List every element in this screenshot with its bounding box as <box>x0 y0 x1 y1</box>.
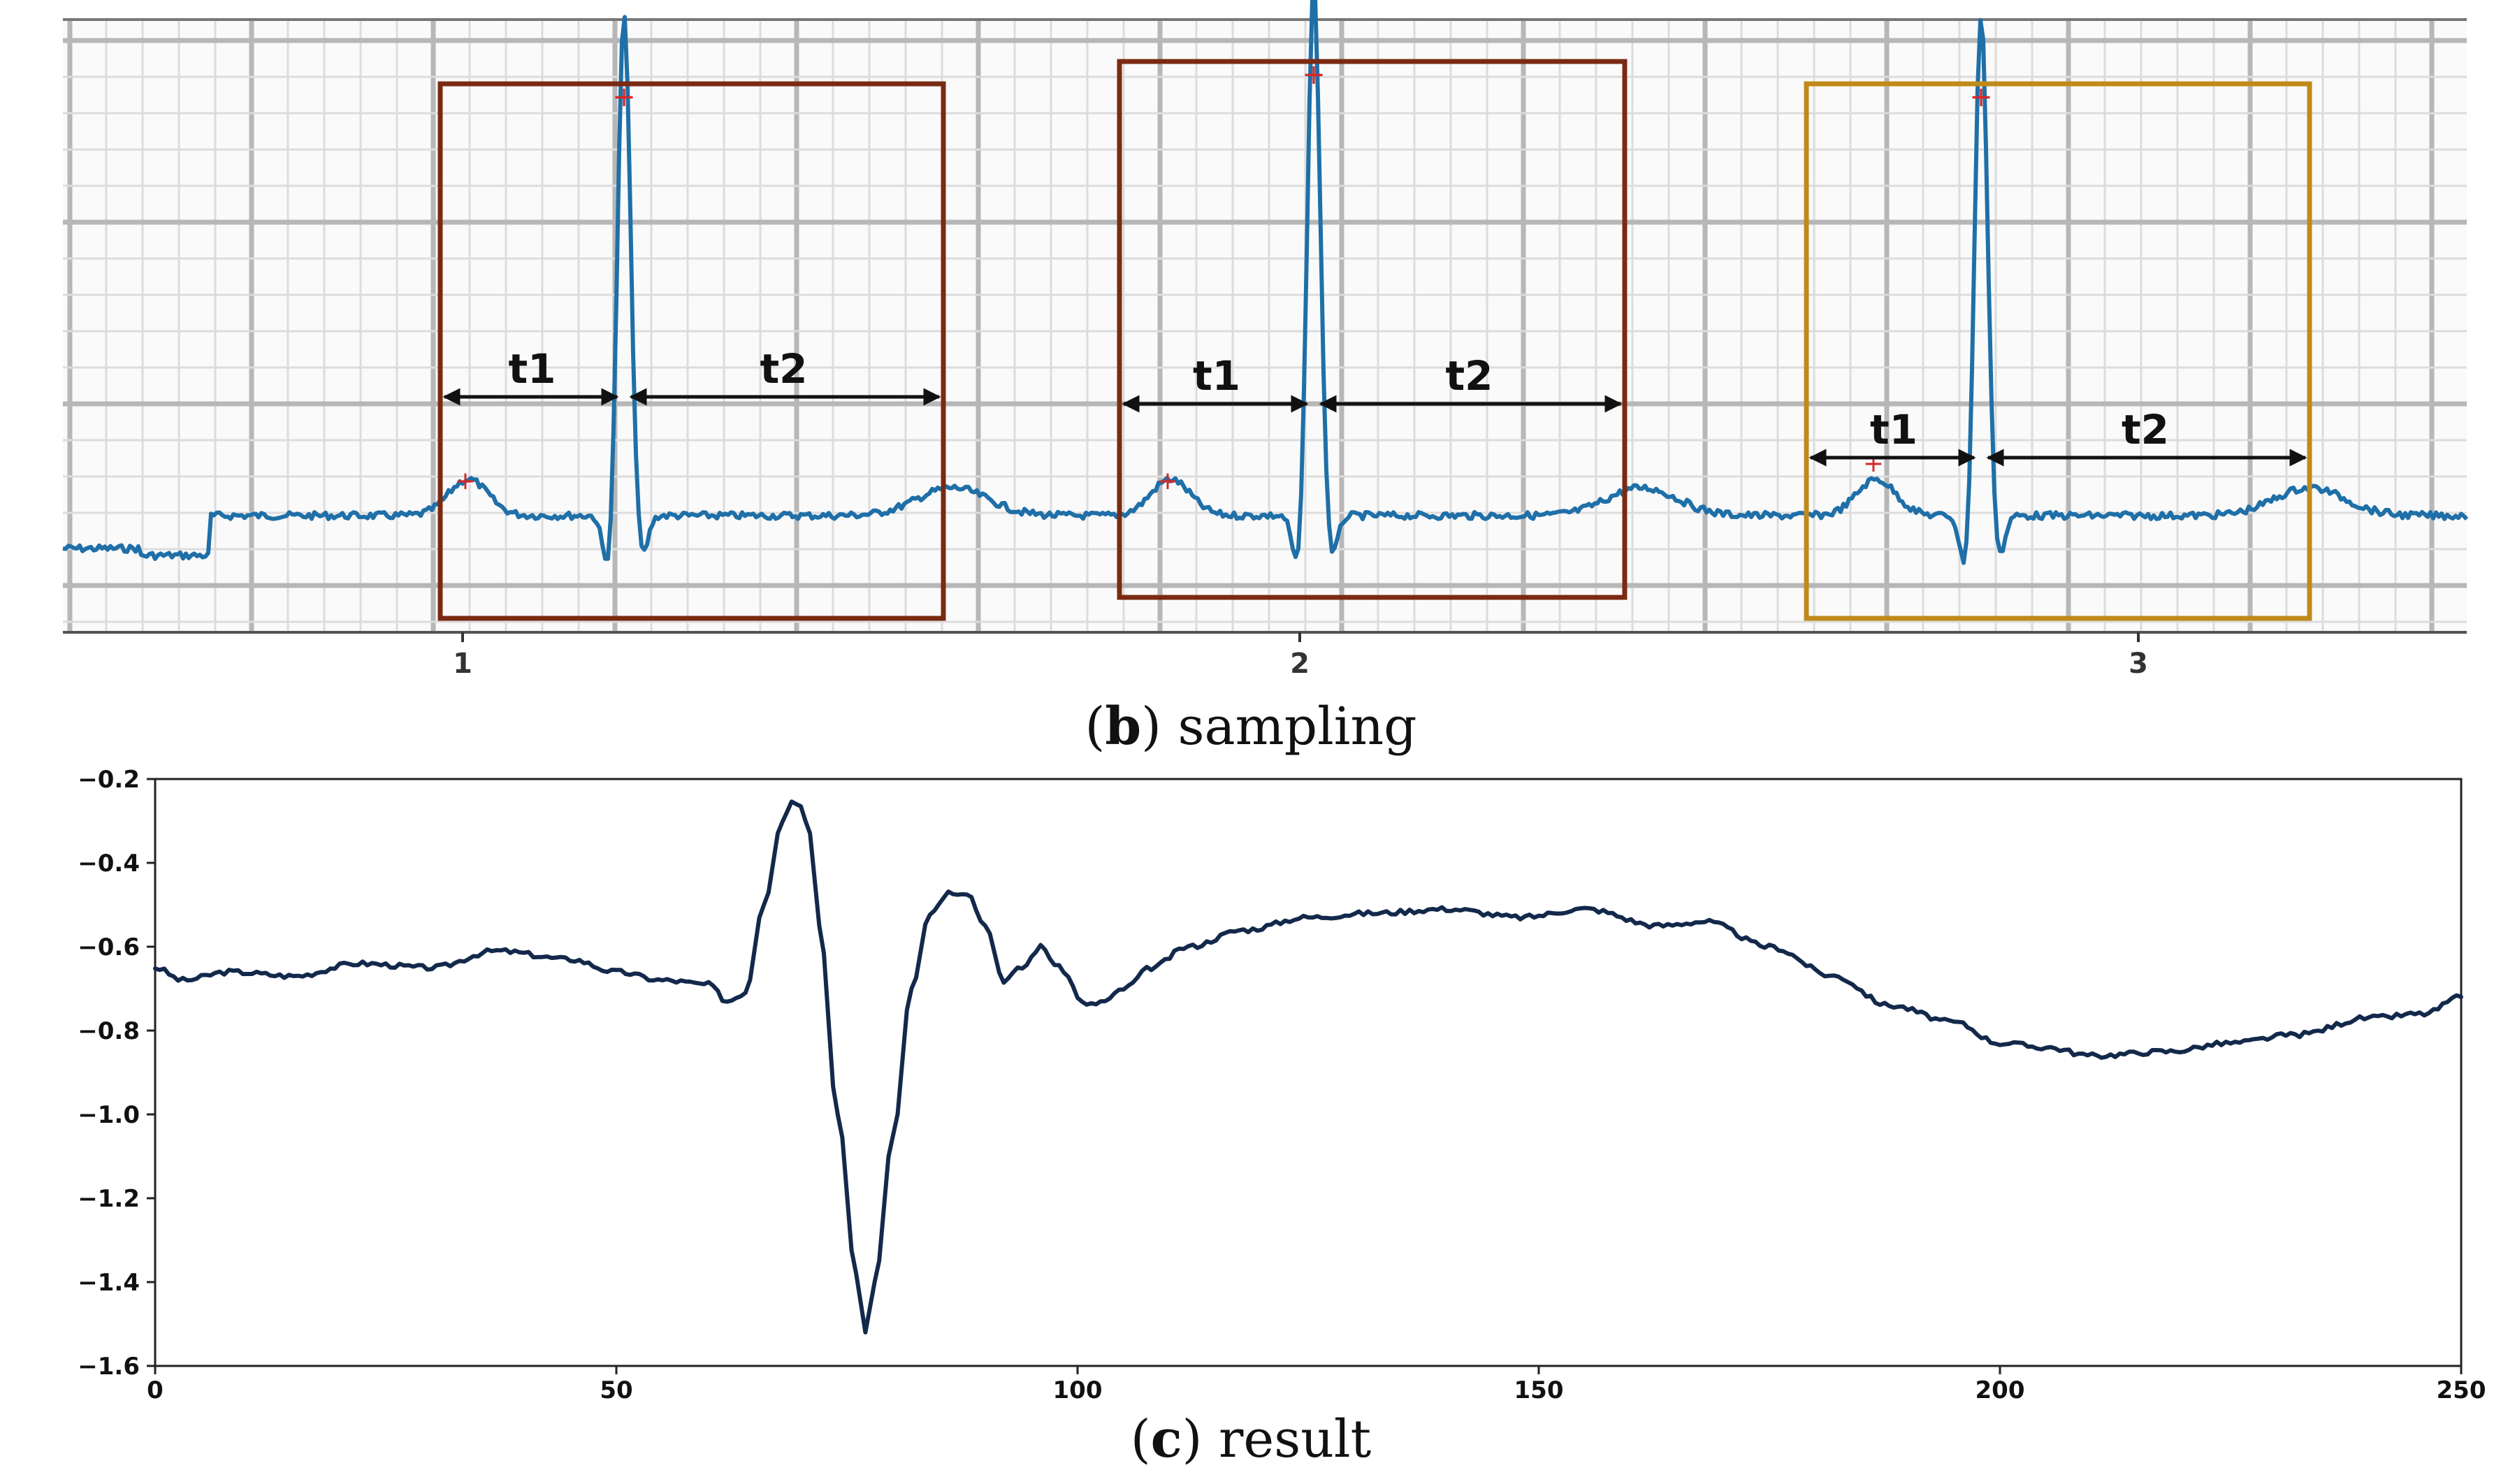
result-y-tick-label: −1.0 <box>78 1101 140 1129</box>
t2-label: t2 <box>2122 406 2169 453</box>
result-x-tick-label: 50 <box>600 1376 632 1404</box>
result-caption-text: result <box>1203 1409 1372 1469</box>
result-y-tick-label: −1.2 <box>78 1185 140 1213</box>
beat-window-box <box>1804 81 2312 621</box>
sampling-x-tick-label: 2 <box>1290 648 1310 680</box>
sampling-caption-text: sampling <box>1161 697 1417 757</box>
sampling-caption: (b) sampling <box>1085 697 1416 757</box>
r-peak-marker: + <box>612 81 636 113</box>
result-x-ticks: 0 50 100 150 200 250 <box>147 1366 2486 1404</box>
result-panel: −0.2 −0.4 −0.6 −0.8 −1.0 −1.2 −1.4 −1.6 0 50 100 1… <box>78 766 2486 1469</box>
sampling-caption-letter: b <box>1105 697 1141 757</box>
result-y-tick-label: −1.6 <box>78 1353 140 1381</box>
result-caption-letter: c <box>1151 1409 1182 1469</box>
grid-background <box>63 20 2467 632</box>
result-y-tick-label: −0.6 <box>78 933 140 961</box>
sampling-x-tick-label: 3 <box>2129 648 2148 680</box>
result-x-tick-label: 100 <box>1053 1376 1103 1404</box>
result-caption: (c) result <box>1131 1409 1372 1469</box>
result-plot-frame <box>154 778 2463 1367</box>
ecg-grid <box>63 18 2467 634</box>
result-y-tick-label: −0.8 <box>78 1017 140 1045</box>
t2-label: t2 <box>1445 352 1493 400</box>
ecg-signal-line <box>62 0 2469 565</box>
result-x-tick-label: 150 <box>1514 1376 1564 1404</box>
result-y-tick-label: −0.4 <box>78 850 140 878</box>
r-peak-marker: + <box>1302 59 1326 91</box>
t1-label: t1 <box>1193 352 1240 400</box>
t1-label: t1 <box>508 345 556 393</box>
p-peak-marker: + <box>455 467 476 495</box>
p-peak-marker: + <box>1863 449 1884 478</box>
result-y-tick-label: −0.2 <box>78 766 140 794</box>
t2-label: t2 <box>760 345 807 393</box>
result-y-tick-label: −1.4 <box>78 1269 140 1297</box>
result-x-tick-label: 0 <box>147 1376 164 1404</box>
beat-window-box <box>437 81 946 621</box>
result-x-tick-label: 200 <box>1976 1376 2025 1404</box>
sampling-x-tick-label: 1 <box>453 648 472 680</box>
beat-window-box <box>1117 59 1628 600</box>
result-x-tick-label: 250 <box>2437 1376 2486 1404</box>
sampling-x-ticks: 1 2 3 <box>453 632 2148 680</box>
t1-label: t1 <box>1870 406 1918 453</box>
result-signal-line <box>153 799 2463 1334</box>
beat-windows: ++t1 t2++t1 t2++t1 t2 <box>437 59 2312 621</box>
result-y-ticks: −0.2 −0.4 −0.6 −0.8 −1.0 −1.2 −1.4 −1.6 <box>78 766 155 1381</box>
p-peak-marker: + <box>1157 467 1178 495</box>
r-peak-marker: + <box>1969 81 1993 113</box>
